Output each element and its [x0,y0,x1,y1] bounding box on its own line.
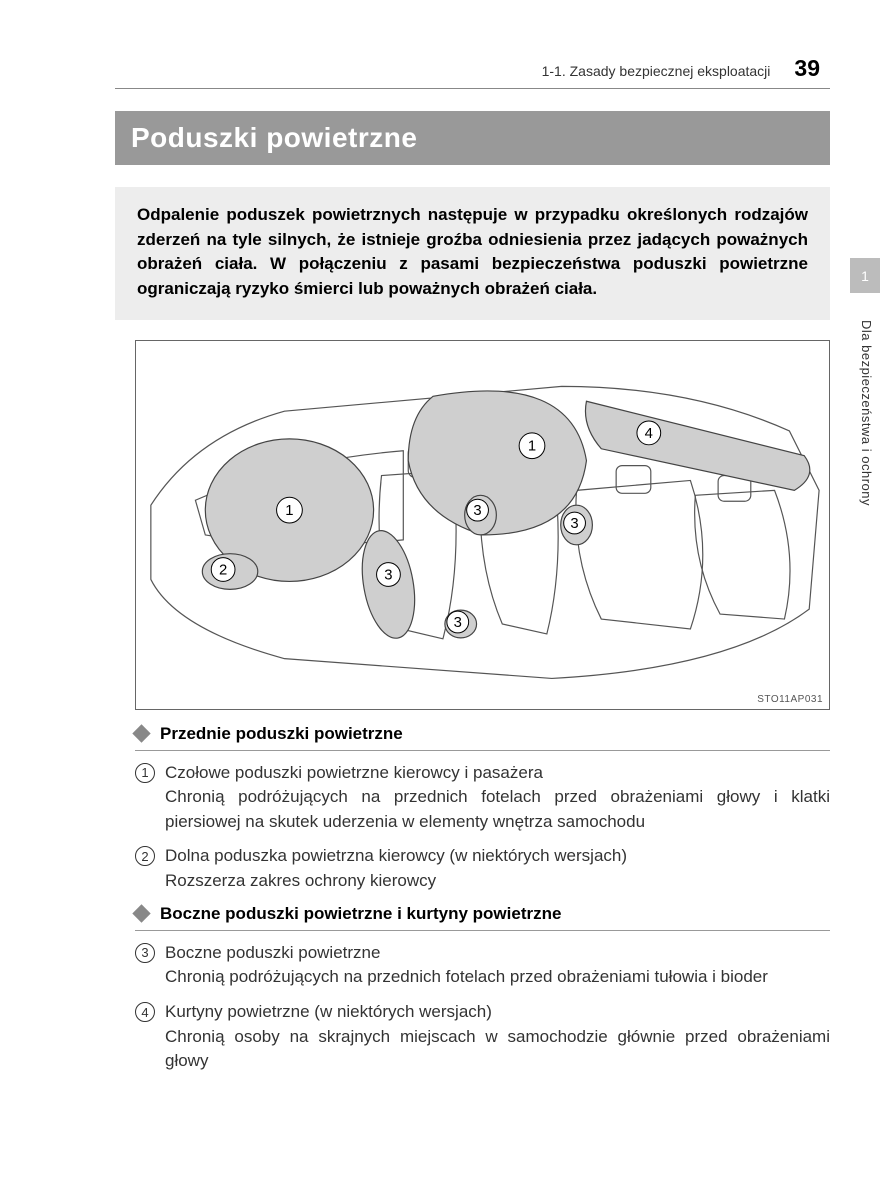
diagram-code: STO11AP031 [757,694,823,705]
svg-text:3: 3 [570,516,578,532]
item-number: 4 [135,1002,155,1022]
car-interior-illustration: 1 1 2 3 3 3 3 4 [136,341,829,709]
airbag-diagram: 1 1 2 3 3 3 3 4 STO11AP031 [135,340,830,710]
item-title: Czołowe poduszki powietrzne kierowcy i p… [165,761,830,786]
list-item: 1 Czołowe poduszki powietrzne kierowcy i… [135,761,830,835]
svg-text:3: 3 [454,615,462,631]
header-rule [115,88,830,89]
subheading-side-airbags: Boczne poduszki powietrzne i kurtyny pow… [135,904,830,924]
subheading-b-text: Boczne poduszki powietrzne i kurtyny pow… [160,904,561,924]
svg-text:3: 3 [473,503,481,519]
item-title: Kurtyny powietrzne (w niektórych wersjac… [165,1000,830,1025]
rule-b [135,930,830,931]
list-item: 2 Dolna poduszka powietrzna kierowcy (w … [135,844,830,893]
chapter-tab: 1 [850,258,880,293]
svg-text:3: 3 [384,567,392,583]
diamond-icon [132,905,150,923]
svg-text:1: 1 [528,438,536,454]
item-title: Boczne poduszki powietrzne [165,941,830,966]
section-reference: 1-1. Zasady bezpiecznej eksploatacji [542,63,771,79]
item-desc: Chronią podróżujących na przednich fotel… [165,965,830,990]
list-item: 3 Boczne poduszki powietrzne Chronią pod… [135,941,830,990]
title-bar: Poduszki powietrzne [115,111,830,165]
item-desc: Rozszerza zakres ochrony kierowcy [165,869,830,894]
item-desc: Chronią osoby na skrajnych miejscach w s… [165,1025,830,1074]
svg-text:2: 2 [219,562,227,578]
chapter-side-label: Dla bezpieczeństwa i ochrony [859,320,874,506]
list-item: 4 Kurtyny powietrzne (w niektórych wersj… [135,1000,830,1074]
svg-text:1: 1 [285,503,293,519]
item-desc: Chronią podróżujących na przednich fotel… [165,785,830,834]
subheading-front-airbags: Przednie poduszki powietrzne [135,724,830,744]
diamond-icon [132,724,150,742]
intro-box: Odpalenie poduszek powietrznych następuj… [115,187,830,320]
item-number: 3 [135,943,155,963]
rule-a [135,750,830,751]
svg-text:4: 4 [645,425,653,441]
item-title: Dolna poduszka powietrzna kierowcy (w ni… [165,844,830,869]
page-title: Poduszki powietrzne [131,122,814,154]
intro-text: Odpalenie poduszek powietrznych następuj… [137,203,808,302]
page-number: 39 [794,55,820,82]
item-number: 1 [135,763,155,783]
item-number: 2 [135,846,155,866]
subheading-a-text: Przednie poduszki powietrzne [160,724,403,744]
